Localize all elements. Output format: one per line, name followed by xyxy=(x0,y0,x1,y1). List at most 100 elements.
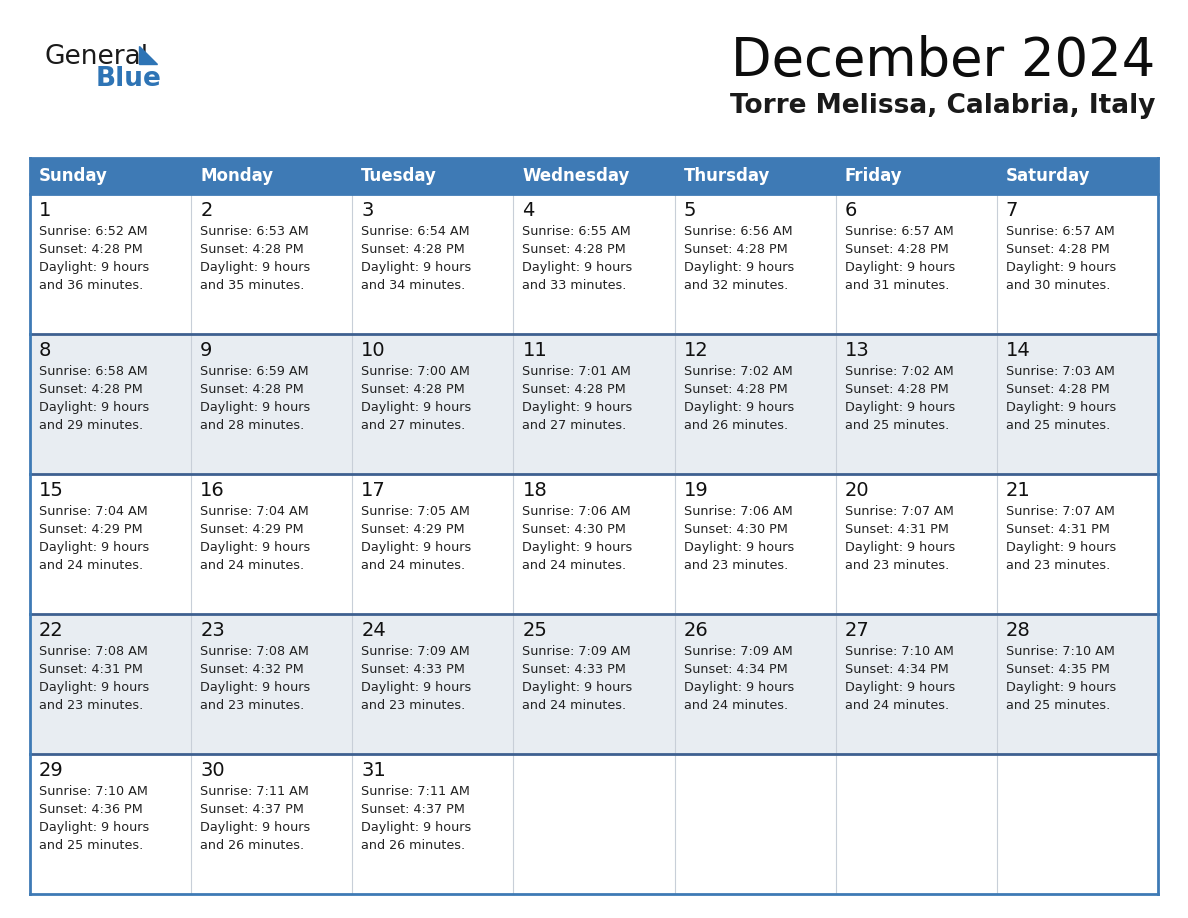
Text: 25: 25 xyxy=(523,621,548,640)
Text: Sunrise: 6:58 AM: Sunrise: 6:58 AM xyxy=(39,365,147,378)
Text: Daylight: 9 hours: Daylight: 9 hours xyxy=(200,401,310,414)
Text: 13: 13 xyxy=(845,341,870,360)
Text: 10: 10 xyxy=(361,341,386,360)
Text: 29: 29 xyxy=(39,761,64,780)
Text: Sunset: 4:28 PM: Sunset: 4:28 PM xyxy=(683,243,788,256)
Text: and 26 minutes.: and 26 minutes. xyxy=(200,839,304,852)
Text: Daylight: 9 hours: Daylight: 9 hours xyxy=(683,681,794,694)
Text: 22: 22 xyxy=(39,621,64,640)
Text: General: General xyxy=(44,44,148,70)
Text: 3: 3 xyxy=(361,201,374,220)
Polygon shape xyxy=(139,46,157,64)
Text: Sunrise: 7:08 AM: Sunrise: 7:08 AM xyxy=(39,645,147,658)
Text: Sunrise: 7:04 AM: Sunrise: 7:04 AM xyxy=(39,505,147,518)
Text: Daylight: 9 hours: Daylight: 9 hours xyxy=(683,401,794,414)
Text: 24: 24 xyxy=(361,621,386,640)
Text: Sunset: 4:30 PM: Sunset: 4:30 PM xyxy=(523,523,626,536)
Text: 5: 5 xyxy=(683,201,696,220)
Text: and 25 minutes.: and 25 minutes. xyxy=(1006,419,1110,432)
Text: 9: 9 xyxy=(200,341,213,360)
Text: Sunrise: 7:02 AM: Sunrise: 7:02 AM xyxy=(683,365,792,378)
Text: Sunset: 4:28 PM: Sunset: 4:28 PM xyxy=(1006,243,1110,256)
Text: Torre Melissa, Calabria, Italy: Torre Melissa, Calabria, Italy xyxy=(729,93,1155,119)
Text: Sunrise: 7:01 AM: Sunrise: 7:01 AM xyxy=(523,365,631,378)
Text: Saturday: Saturday xyxy=(1006,167,1091,185)
Text: and 24 minutes.: and 24 minutes. xyxy=(845,699,949,712)
Text: Daylight: 9 hours: Daylight: 9 hours xyxy=(1006,541,1116,554)
Text: and 23 minutes.: and 23 minutes. xyxy=(1006,559,1110,572)
Text: Daylight: 9 hours: Daylight: 9 hours xyxy=(845,401,955,414)
Text: Sunrise: 6:53 AM: Sunrise: 6:53 AM xyxy=(200,225,309,238)
Text: Daylight: 9 hours: Daylight: 9 hours xyxy=(39,261,150,274)
Text: Daylight: 9 hours: Daylight: 9 hours xyxy=(523,401,633,414)
Text: Tuesday: Tuesday xyxy=(361,167,437,185)
Text: Sunrise: 7:04 AM: Sunrise: 7:04 AM xyxy=(200,505,309,518)
Text: Sunset: 4:31 PM: Sunset: 4:31 PM xyxy=(845,523,948,536)
Text: Sunrise: 7:05 AM: Sunrise: 7:05 AM xyxy=(361,505,470,518)
Text: 18: 18 xyxy=(523,481,548,500)
Text: and 24 minutes.: and 24 minutes. xyxy=(200,559,304,572)
Text: Sunrise: 7:07 AM: Sunrise: 7:07 AM xyxy=(845,505,954,518)
Text: Sunset: 4:34 PM: Sunset: 4:34 PM xyxy=(845,663,948,676)
Text: and 29 minutes.: and 29 minutes. xyxy=(39,419,143,432)
Bar xyxy=(30,474,1158,614)
Text: Daylight: 9 hours: Daylight: 9 hours xyxy=(845,261,955,274)
Text: Sunset: 4:28 PM: Sunset: 4:28 PM xyxy=(200,243,304,256)
Text: Sunrise: 7:09 AM: Sunrise: 7:09 AM xyxy=(683,645,792,658)
Text: Sunset: 4:29 PM: Sunset: 4:29 PM xyxy=(39,523,143,536)
Text: 14: 14 xyxy=(1006,341,1031,360)
Bar xyxy=(30,158,1158,194)
Text: and 24 minutes.: and 24 minutes. xyxy=(361,559,466,572)
Text: Sunrise: 7:03 AM: Sunrise: 7:03 AM xyxy=(1006,365,1114,378)
Text: Sunrise: 6:57 AM: Sunrise: 6:57 AM xyxy=(845,225,954,238)
Text: Daylight: 9 hours: Daylight: 9 hours xyxy=(523,681,633,694)
Text: Daylight: 9 hours: Daylight: 9 hours xyxy=(39,821,150,834)
Text: Sunset: 4:28 PM: Sunset: 4:28 PM xyxy=(845,383,948,396)
Text: 4: 4 xyxy=(523,201,535,220)
Text: Daylight: 9 hours: Daylight: 9 hours xyxy=(39,681,150,694)
Text: 19: 19 xyxy=(683,481,708,500)
Text: Sunrise: 6:56 AM: Sunrise: 6:56 AM xyxy=(683,225,792,238)
Text: Daylight: 9 hours: Daylight: 9 hours xyxy=(361,821,472,834)
Text: Monday: Monday xyxy=(200,167,273,185)
Text: Sunday: Sunday xyxy=(39,167,108,185)
Bar xyxy=(30,334,1158,474)
Text: Sunset: 4:28 PM: Sunset: 4:28 PM xyxy=(200,383,304,396)
Text: and 35 minutes.: and 35 minutes. xyxy=(200,279,304,292)
Text: and 30 minutes.: and 30 minutes. xyxy=(1006,279,1111,292)
Text: Sunset: 4:32 PM: Sunset: 4:32 PM xyxy=(200,663,304,676)
Text: and 23 minutes.: and 23 minutes. xyxy=(361,699,466,712)
Text: 20: 20 xyxy=(845,481,870,500)
Text: Sunrise: 6:52 AM: Sunrise: 6:52 AM xyxy=(39,225,147,238)
Text: 11: 11 xyxy=(523,341,548,360)
Text: and 24 minutes.: and 24 minutes. xyxy=(683,699,788,712)
Text: Daylight: 9 hours: Daylight: 9 hours xyxy=(200,821,310,834)
Text: 31: 31 xyxy=(361,761,386,780)
Text: Sunrise: 7:06 AM: Sunrise: 7:06 AM xyxy=(683,505,792,518)
Text: Daylight: 9 hours: Daylight: 9 hours xyxy=(200,681,310,694)
Text: Daylight: 9 hours: Daylight: 9 hours xyxy=(200,541,310,554)
Text: Daylight: 9 hours: Daylight: 9 hours xyxy=(845,541,955,554)
Text: Sunrise: 7:00 AM: Sunrise: 7:00 AM xyxy=(361,365,470,378)
Text: 8: 8 xyxy=(39,341,51,360)
Text: Daylight: 9 hours: Daylight: 9 hours xyxy=(523,541,633,554)
Text: and 34 minutes.: and 34 minutes. xyxy=(361,279,466,292)
Text: and 23 minutes.: and 23 minutes. xyxy=(683,559,788,572)
Text: Sunrise: 7:08 AM: Sunrise: 7:08 AM xyxy=(200,645,309,658)
Text: Blue: Blue xyxy=(96,66,162,92)
Text: Daylight: 9 hours: Daylight: 9 hours xyxy=(361,401,472,414)
Text: Sunrise: 7:09 AM: Sunrise: 7:09 AM xyxy=(523,645,631,658)
Text: Daylight: 9 hours: Daylight: 9 hours xyxy=(1006,401,1116,414)
Text: 1: 1 xyxy=(39,201,51,220)
Text: Daylight: 9 hours: Daylight: 9 hours xyxy=(845,681,955,694)
Text: Sunset: 4:35 PM: Sunset: 4:35 PM xyxy=(1006,663,1110,676)
Text: and 36 minutes.: and 36 minutes. xyxy=(39,279,144,292)
Text: Sunrise: 7:07 AM: Sunrise: 7:07 AM xyxy=(1006,505,1114,518)
Text: and 25 minutes.: and 25 minutes. xyxy=(1006,699,1110,712)
Text: Sunset: 4:37 PM: Sunset: 4:37 PM xyxy=(200,803,304,816)
Text: 2: 2 xyxy=(200,201,213,220)
Text: Sunset: 4:28 PM: Sunset: 4:28 PM xyxy=(39,243,143,256)
Text: Sunset: 4:36 PM: Sunset: 4:36 PM xyxy=(39,803,143,816)
Text: 16: 16 xyxy=(200,481,225,500)
Text: Sunrise: 7:11 AM: Sunrise: 7:11 AM xyxy=(200,785,309,798)
